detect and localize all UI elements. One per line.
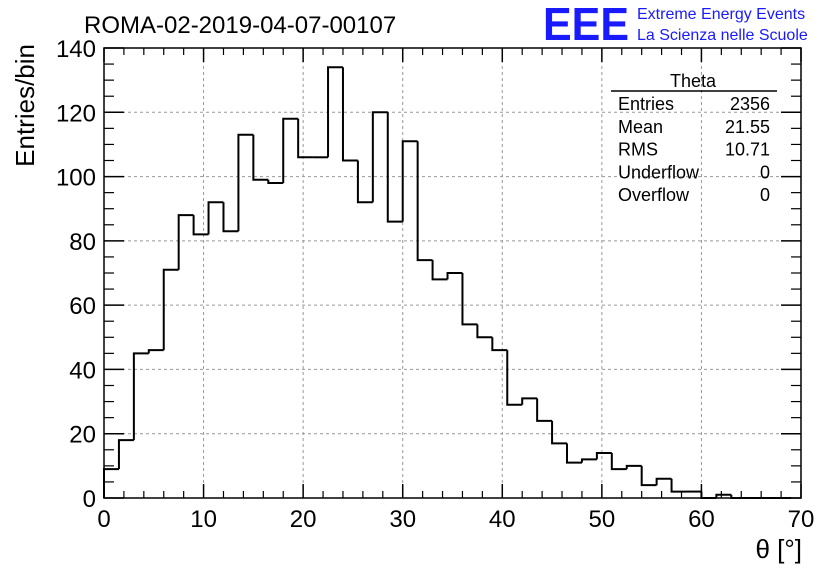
histogram-bin: [640, 465, 657, 487]
eee-logo: EEE Extreme Energy Events La Scienza nel…: [543, 0, 808, 50]
stats-value: 10.71: [725, 140, 770, 160]
chart-title: ROMA-02-2019-04-07-00107: [84, 12, 396, 39]
histogram-bin: [446, 272, 463, 280]
histogram-bin: [192, 215, 209, 236]
histogram-bin: [177, 214, 194, 270]
stats-rows: Entries 2356 Mean 21.55 RMS 10.71 Underflow 0 Ov…: [618, 94, 770, 205]
histogram-bin: [222, 202, 239, 233]
x-tick-label: 40: [489, 506, 516, 533]
histogram-bin: [147, 349, 164, 354]
histogram-bin: [401, 140, 418, 222]
x-tick-label: 20: [290, 506, 317, 533]
stats-label: Entries: [618, 94, 674, 114]
x-tick-labels: 0 10 20 30 40 50 60 70: [97, 506, 814, 533]
logo-mark: EEE: [543, 0, 629, 50]
x-tick-label: 70: [788, 506, 815, 533]
histogram-bin: [103, 468, 119, 498]
x-tick-label: 30: [389, 506, 416, 533]
x-tick-label: 0: [97, 506, 110, 533]
histogram-bin: [117, 439, 134, 470]
histogram-bin: [341, 67, 358, 162]
y-tick-label: 40: [69, 357, 96, 384]
histogram-bin: [610, 453, 627, 471]
x-axis-label: θ [°]: [755, 534, 802, 564]
histogram-bin: [252, 134, 269, 181]
histogram-bin: [580, 458, 597, 463]
y-tick-label: 0: [83, 486, 96, 513]
histogram-bin: [715, 493, 732, 498]
histogram-bin: [566, 443, 582, 464]
y-tick-label: 60: [69, 293, 96, 320]
histogram-bin: [267, 179, 284, 184]
histogram-bin: [536, 398, 553, 422]
stats-label: Overflow: [618, 185, 690, 205]
y-tick-label: 100: [56, 165, 96, 192]
histogram-bin: [327, 66, 343, 158]
y-tick-label: 80: [69, 229, 96, 256]
stats-label: Underflow: [618, 162, 700, 182]
histogram-bin: [700, 491, 717, 499]
histogram-bin: [162, 268, 179, 351]
x-tick-label: 50: [589, 506, 616, 533]
x-tick-label: 10: [190, 506, 217, 533]
stats-value: 21.55: [725, 117, 770, 137]
stats-value: 0: [760, 185, 770, 205]
histogram-bin: [371, 111, 388, 203]
y-tick-labels: 0 20 40 60 80 100 120 140: [56, 36, 96, 513]
y-tick-label: 20: [69, 422, 96, 449]
grid-lines: [104, 48, 801, 498]
y-tick-label: 140: [56, 36, 96, 63]
histogram-bin: [461, 273, 478, 326]
histogram-bin: [237, 133, 254, 232]
stats-box: Theta Entries 2356 Mean 21.55 RMS 10.71 Underf…: [611, 71, 777, 205]
histogram-bin: [282, 117, 299, 183]
histogram-bin: [386, 112, 403, 223]
histogram-bin: [551, 420, 568, 445]
y-tick-label: 120: [56, 100, 96, 127]
histogram-bin: [431, 260, 448, 281]
logo-line-2: La Scienza nelle Scuole: [637, 27, 808, 44]
stats-label: Mean: [618, 117, 663, 137]
histogram-bin: [506, 350, 523, 406]
stats-value: 0: [760, 162, 770, 182]
histogram-bins: [103, 66, 792, 499]
stats-title: Theta: [670, 71, 717, 91]
stats-label: RMS: [618, 140, 658, 160]
logo-line-1: Extreme Energy Events: [637, 6, 805, 23]
histogram-bin: [416, 141, 433, 262]
histogram-bin: [132, 352, 149, 441]
histogram-bin: [207, 201, 224, 235]
histogram-bin: [476, 324, 493, 339]
histogram-bin: [521, 397, 538, 405]
histogram-bin: [297, 118, 314, 159]
histogram-bin: [655, 477, 672, 486]
y-axis-label: Entries/bin: [10, 44, 40, 167]
histogram-bin: [670, 478, 687, 493]
axis-ticks: [103, 47, 802, 499]
histogram-bin: [595, 452, 612, 460]
histogram-bin: [625, 464, 642, 470]
histogram-bin: [356, 160, 373, 204]
x-tick-label: 60: [688, 506, 715, 533]
histogram-bin: [491, 337, 508, 352]
stats-value: 2356: [730, 94, 770, 114]
